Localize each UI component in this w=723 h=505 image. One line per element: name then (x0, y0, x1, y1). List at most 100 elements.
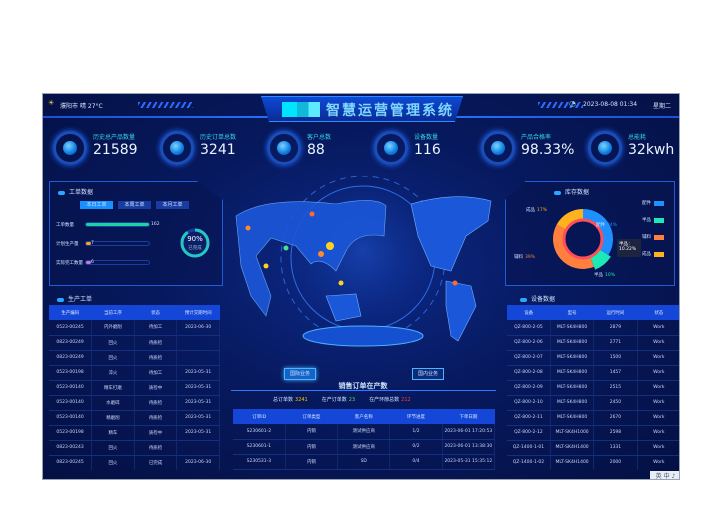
table-cell: 0523-00140 (49, 395, 93, 411)
table-cell: 2023-06-30 (176, 455, 220, 470)
table-row[interactable]: QZ-800-2-10 MLT-SK4H800 2450 Work (507, 395, 679, 411)
table-cell: 2598 (593, 425, 638, 441)
tab-sales[interactable]: 国际业务 (284, 368, 316, 380)
divider (231, 390, 496, 391)
table-row[interactable]: 0523-00198 淬火 待加工 2023-05-31 (49, 365, 220, 381)
pie-slice[interactable] (556, 209, 583, 230)
table-row[interactable]: S230531-3 内销 SD 0/4 2023-05-31 15:35:12 (233, 454, 495, 470)
table-cell: 内销 (285, 439, 339, 455)
table-cell: Work (637, 395, 679, 411)
table-cell: Work (637, 365, 679, 381)
stat-label: 在产订单数 (321, 397, 347, 403)
table-row[interactable]: QZ-800-2-07 MLT-SK4H800 1500 Work (507, 350, 679, 366)
bar-label: 实际完工数量 (56, 261, 83, 266)
pie-slice[interactable] (553, 224, 595, 269)
table-header: 生产编码 当前工序 状态 预计交期时间 (49, 305, 220, 320)
table-row[interactable]: QZ-800-2-11 MLT-SK4H800 2670 Work (507, 410, 679, 426)
table-row[interactable]: QZ-800-2-05 MLT-SK4H800 2879 Work (507, 320, 679, 336)
table-row[interactable]: 0823-00249 回火 待质检 (49, 350, 220, 366)
continent-eurasia-africa (235, 200, 387, 317)
map-marker (326, 242, 334, 250)
column-header: 下单日期 (442, 409, 495, 424)
table-row[interactable]: 0823-00243 回火 待质检 (49, 440, 220, 456)
map-marker (318, 251, 324, 257)
table-cell: 回火 (91, 335, 135, 351)
table-cell: MLT-SK4H800 (550, 380, 595, 396)
kpi-card: 客户总数 88 (267, 129, 367, 169)
bar-value: 162 (151, 222, 160, 227)
legend-item[interactable]: 配件 (642, 200, 664, 206)
table-row[interactable]: 0523-00140 精车打磨 质检中 2023-05-31 (49, 380, 220, 396)
table-cell: QZ-800-2-12 (507, 425, 551, 441)
table-cell: 2023-05-31 (176, 395, 220, 411)
temperature: 27°C (87, 103, 103, 110)
panel-title: 工单数据 (58, 187, 93, 196)
table-row[interactable]: S230601-2 内销 测试供应商 1/2 2023-06-01 17:20:53 (233, 424, 495, 440)
table-cell: Work (637, 455, 679, 470)
table-row[interactable]: 0523-00198 精车 质检中 2023-05-31 (49, 425, 220, 441)
tab-work-orders[interactable]: 本日工单 (80, 201, 113, 209)
kpi-value: 98.33% (521, 142, 575, 158)
table-cell: QZ-800-2-08 (507, 365, 551, 381)
stat-label: 在产环節总数 (369, 397, 400, 403)
chart-tooltip: 半品： 10.22% (617, 239, 641, 257)
table-cell: 0823-00249 (49, 350, 93, 366)
table-cell: Work (637, 350, 679, 366)
table-row[interactable]: 0523-00140 精磨削 待质检 2023-05-31 (49, 410, 220, 426)
table-cell: 1/2 (389, 424, 443, 440)
progress-fill (86, 261, 91, 264)
table-row[interactable]: QZ-1400-1-02 MLT-SK4H1400 2000 Work (507, 455, 679, 470)
stat-value: 23 (348, 397, 356, 403)
table-row[interactable]: QZ-1400-1-01 MLT-SK4H1400 1331 Work (507, 440, 679, 456)
weather: 濮阳市 晴 27°C (60, 101, 103, 110)
donut-inner-ring (562, 218, 604, 260)
table-row[interactable]: QZ-800-2-12 MLT-SK4H1000 2598 Work (507, 425, 679, 441)
table-cell: 2771 (593, 335, 638, 351)
kpi-label: 客户总数 (307, 134, 332, 141)
table-row[interactable]: QZ-800-2-09 MLT-SK4H800 2515 Work (507, 380, 679, 396)
legend-item[interactable]: 半品 (642, 217, 664, 223)
table-cell: MLT-SK4H800 (550, 395, 595, 411)
ime-indicator[interactable]: 英 中 ♪ (650, 471, 679, 479)
table-cell: Work (637, 320, 679, 336)
continent-south-america (445, 280, 477, 342)
table-row[interactable]: 0823-00245 回火 已完成 2023-06-30 (49, 455, 220, 470)
table-cell: 2000 (593, 455, 638, 470)
kpi-card: 历史总产品数量 21589 (53, 129, 153, 169)
column-header: 状态 (637, 305, 679, 320)
table-cell: 待加工 (134, 365, 178, 381)
map-marker (452, 280, 458, 286)
kpi-label: 历史订单总数 (200, 134, 237, 141)
table-cell: MLT-SK4H1000 (550, 425, 595, 441)
progress-bar (85, 241, 150, 246)
key-icon (554, 190, 561, 195)
tab-work-orders[interactable]: 本月工单 (156, 201, 189, 209)
table-row[interactable]: 0523-00245 内外磨削 待加工 2023-06-30 (49, 320, 220, 336)
pie-data-label: 成品 17% (526, 208, 548, 213)
table-cell: MLT-SK4H800 (550, 320, 595, 336)
table-cell: QZ-1400-1-01 (507, 440, 551, 456)
legend-swatch (654, 234, 664, 240)
table-row[interactable]: QZ-800-2-06 MLT-SK4H800 2771 Work (507, 335, 679, 351)
table-cell: 0523-00140 (49, 410, 93, 426)
tab-sales[interactable]: 国内业务 (412, 368, 444, 380)
city: 濮阳市 (60, 103, 79, 110)
legend-item[interactable]: 成品 (642, 251, 664, 257)
table-row[interactable]: 0523-00140 水磨碎 待质检 2023-05-31 (49, 395, 220, 411)
table-cell: 2515 (593, 380, 638, 396)
table-cell: MLT-SK4H800 (550, 365, 595, 381)
datetime: 2023-08-08 01:34 (583, 101, 638, 108)
table-row[interactable]: 0823-00249 回火 待质检 (49, 335, 220, 351)
table-row[interactable]: S230601-1 内销 测试供应商 0/2 2023-06-01 13:38:30 (233, 439, 495, 455)
table-row[interactable]: QZ-800-2-08 MLT-SK4H800 1457 Work (507, 365, 679, 381)
sales-stat: 在产环節总数 212 (369, 396, 411, 403)
column-header: 状态 (134, 305, 177, 320)
equipment-table: 设备 型号 运行时间 状态 QZ-800-2-05 MLT-SK4H800 2879 Work… (507, 305, 679, 470)
column-header: 预计交期时间 (176, 305, 220, 320)
tab-work-orders[interactable]: 本周工单 (118, 201, 151, 209)
pie-data-label: 配件 34% (596, 223, 618, 228)
legend-item[interactable]: 辅料 (642, 234, 664, 240)
table-cell: 回火 (91, 455, 135, 470)
stat-value: 3241 (295, 397, 308, 403)
weather-text: 晴 (79, 103, 86, 110)
